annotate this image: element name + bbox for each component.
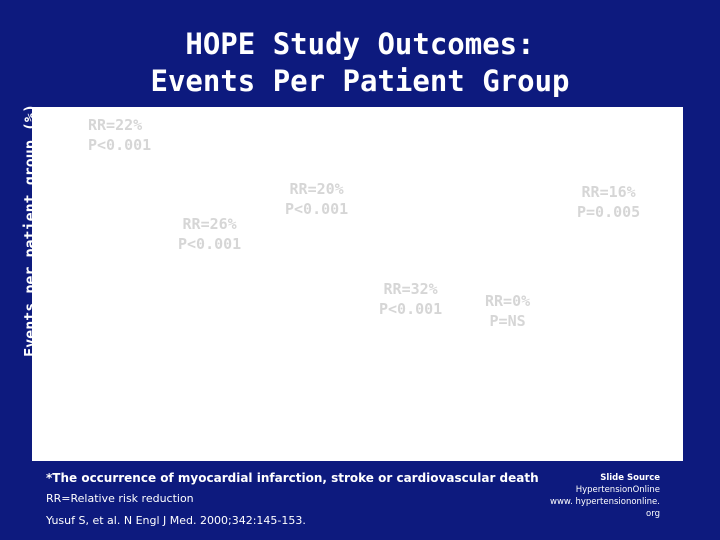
annotation-p: P<0.001 (379, 300, 443, 318)
annotation-all-cause-death: RR=16% P=0.005 (577, 182, 640, 222)
annotation-rr: RR=16% (581, 183, 636, 201)
annotation-p: P=0.005 (577, 203, 641, 221)
annotation-p: P<0.001 (285, 200, 349, 218)
footnote-rr: RR=Relative risk reduction (46, 492, 194, 505)
source-line-3: org (646, 509, 660, 519)
source-heading: Slide Source (600, 473, 660, 483)
annotation-p: P=NS (489, 312, 526, 330)
slide-source: Slide Source HypertensionOnline www. hyp… (520, 472, 660, 520)
annotation-p: P<0.001 (178, 235, 242, 253)
citation: Yusuf S, et al. N Engl J Med. 2000;342:1… (46, 514, 306, 527)
annotation-cv-death: RR=26% P<0.001 (178, 214, 241, 254)
annotation-composite: RR=22% P<0.001 (88, 115, 151, 155)
annotation-p: P<0.001 (88, 136, 152, 154)
annotation-rr: RR=26% (182, 215, 237, 233)
chart-canvas (32, 107, 683, 461)
annotation-rr: RR=32% (383, 280, 438, 298)
title-line-2: Events Per Patient Group (150, 64, 570, 98)
annotation-rr: RR=20% (289, 180, 344, 198)
footnote-definition: *The occurrence of myocardial infarction… (46, 471, 539, 485)
source-line-2: www. hypertensiononline. (550, 497, 660, 507)
annotation-mi: RR=20% P<0.001 (285, 179, 348, 219)
title-line-1: HOPE Study Outcomes: (185, 27, 535, 61)
annotation-rr: RR=22% (88, 116, 143, 134)
plot-area: RR=22% P<0.001 RR=26% P<0.001 RR=20% P<0… (32, 107, 683, 461)
annotation-rr: RR=0% (485, 292, 531, 310)
annotation-non-cv-death: RR=0% P=NS (485, 291, 530, 331)
source-line-1: HypertensionOnline (575, 485, 660, 495)
chart-title: HOPE Study Outcomes: Events Per Patient … (0, 26, 720, 100)
annotation-stroke: RR=32% P<0.001 (379, 279, 442, 319)
